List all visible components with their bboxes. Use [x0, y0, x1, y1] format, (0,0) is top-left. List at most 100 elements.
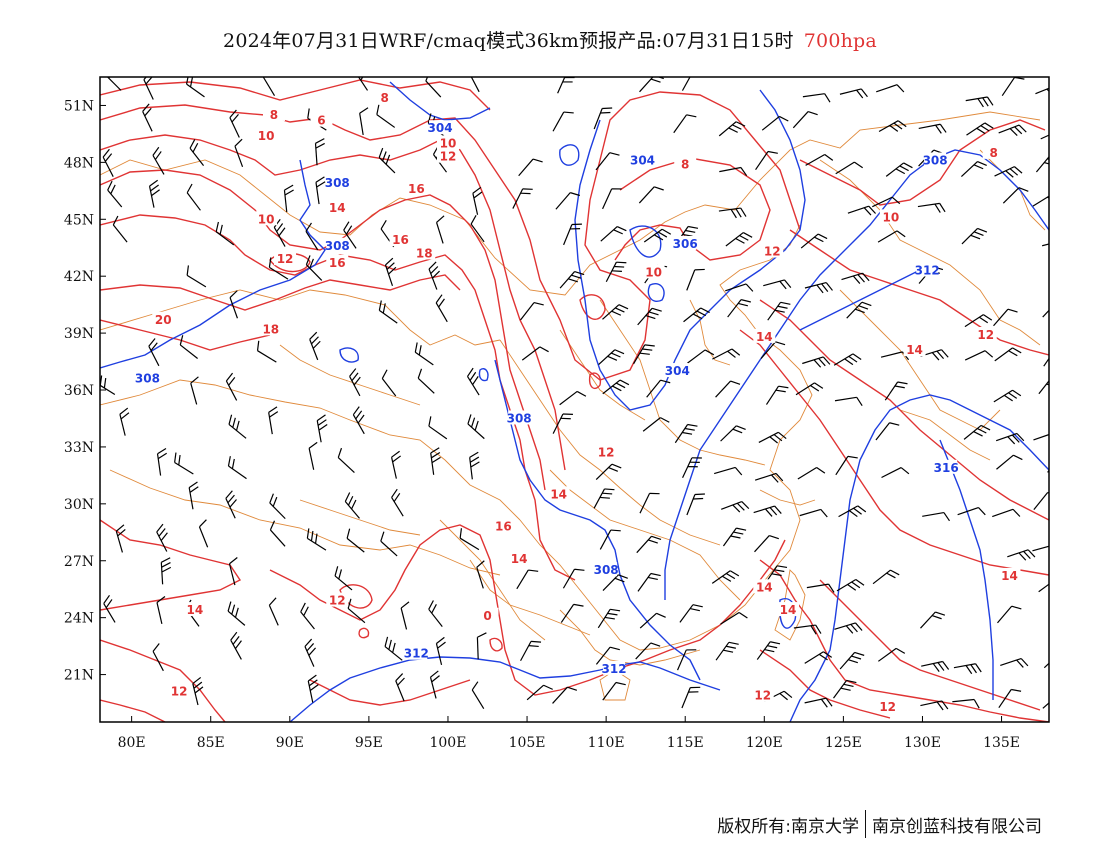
- temperature-label: 12: [754, 688, 771, 702]
- temperature-label: 14: [756, 330, 773, 344]
- temperature-label-bg: [326, 592, 349, 607]
- lon-tick-label: 110E: [588, 735, 625, 751]
- temperature-label-bg: [777, 602, 800, 617]
- wind-barb: [642, 417, 670, 432]
- wind-barb: [304, 638, 317, 667]
- wind-barb: [234, 138, 244, 168]
- wind-barb: [602, 188, 622, 210]
- temperature-label-bg: [753, 579, 776, 594]
- wind-barb: [309, 331, 321, 361]
- wind-barb: [390, 450, 402, 479]
- wind-barb: [804, 651, 833, 664]
- temperature-label: 8: [989, 146, 997, 160]
- wind-barb: [996, 454, 1023, 470]
- wind-barb: [961, 161, 987, 178]
- wind-barb: [512, 188, 533, 209]
- temperature-label-bg: [405, 180, 428, 195]
- temperature-label: 12: [277, 252, 294, 266]
- wind-barb: [884, 381, 908, 401]
- wind-barb: [1033, 491, 1049, 511]
- wind-barb: [712, 348, 741, 360]
- wind-barb: [767, 301, 791, 321]
- wind-barb: [228, 414, 247, 439]
- temperature-label-bg: [326, 199, 349, 214]
- wind-barb: [593, 488, 615, 509]
- wind-barb: [1000, 657, 1029, 668]
- wind-barb: [753, 505, 782, 517]
- temperature-label: 14: [329, 201, 346, 215]
- wind-barb: [192, 676, 204, 706]
- wind-barb: [877, 230, 906, 243]
- lon-tick-label: 125E: [825, 735, 862, 751]
- wind-barb: [520, 640, 542, 662]
- wind-barb: [428, 600, 443, 628]
- temperature-label-bg: [310, 112, 333, 127]
- geopotential-labels: 304 304 308 308 308 306 312 304 308 308 316 308 312 3…: [135, 120, 959, 676]
- wind-barb: [334, 566, 353, 591]
- wind-barb: [805, 153, 834, 166]
- wind-barb: [718, 207, 747, 219]
- temperature-label-bg: [255, 127, 278, 142]
- geopotential-label: 308: [594, 563, 619, 577]
- wind-barb: [600, 226, 627, 242]
- lat-tick-label: 39N: [64, 326, 94, 342]
- wind-barb: [1032, 545, 1049, 552]
- wind-barb: [602, 681, 626, 701]
- wind-barb: [112, 215, 128, 243]
- wind-barb: [637, 307, 662, 326]
- wind-barb: [273, 218, 286, 247]
- wind-barb: [526, 684, 553, 701]
- wind-barb: [917, 202, 946, 213]
- lat-tick-label: 24N: [64, 611, 94, 627]
- wind-barb: [714, 466, 743, 476]
- wind-barb: [555, 192, 581, 210]
- wind-barb: [995, 432, 1025, 445]
- wind-barb: [763, 279, 792, 290]
- geopotential-label: 308: [135, 372, 160, 386]
- wind-barb: [142, 103, 153, 132]
- temperature-label: 8: [681, 157, 689, 171]
- wind-barb: [395, 673, 405, 702]
- wind-barb: [992, 508, 1021, 518]
- temperature-label: 0: [483, 609, 491, 623]
- wind-barb: [998, 688, 1022, 709]
- wind-barb: [552, 111, 574, 132]
- wind-barb: [758, 431, 787, 444]
- wind-barb: [179, 335, 198, 359]
- temperature-label-bg: [642, 264, 665, 279]
- temperature-label: 14: [780, 603, 797, 617]
- wind-barb: [315, 176, 326, 205]
- wind-barb: [268, 597, 279, 626]
- wind-barb: [754, 472, 784, 483]
- wind-barb: [152, 146, 165, 175]
- wind-barb: [414, 342, 434, 366]
- wind-barb: [428, 416, 448, 440]
- wind-barb: [835, 455, 858, 476]
- temperature-label-bg: [476, 607, 499, 622]
- wind-barb: [307, 674, 319, 703]
- wind-barb: [316, 414, 328, 443]
- geopotential-label: 312: [602, 662, 627, 676]
- wind-barb: [417, 368, 435, 394]
- wind-barb: [961, 227, 988, 245]
- wind-barb: [966, 122, 994, 136]
- geopotential-label: 308: [507, 411, 532, 425]
- temperature-label: 14: [906, 343, 923, 357]
- wind-barb: [643, 228, 672, 243]
- copyright-footer: 版权所有:南京大学 南京创蓝科技有限公司: [717, 810, 1042, 838]
- wind-barb: [400, 601, 410, 630]
- wind-barb: [225, 372, 238, 401]
- wind-barb: [799, 508, 828, 518]
- temperature-label-bg: [152, 311, 175, 326]
- wind-barb: [391, 488, 404, 517]
- wind-barb: [472, 186, 483, 215]
- wind-barb: [602, 574, 628, 591]
- wind-barb: [268, 257, 289, 280]
- wind-barb: [347, 598, 366, 624]
- wind-barb: [847, 205, 876, 216]
- title-main: 2024年07月31日WRF/cmaq模式36km预报产品:07月31日15时: [223, 30, 794, 52]
- temperature-label-bg: [974, 327, 997, 341]
- wind-barb: [470, 215, 485, 243]
- wind-barb: [602, 379, 630, 395]
- wind-barb: [800, 233, 828, 249]
